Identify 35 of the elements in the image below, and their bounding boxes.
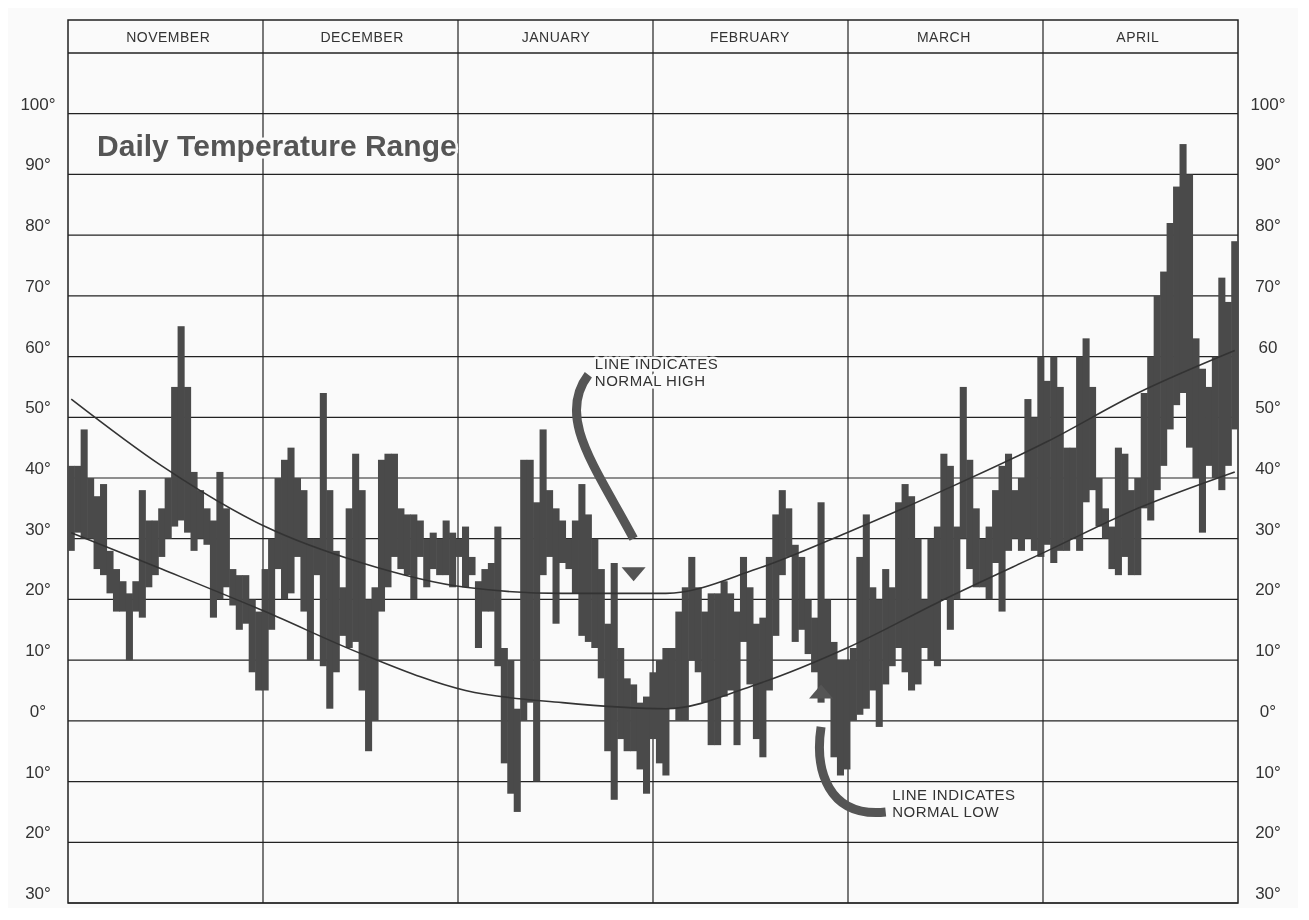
x-tick-label: FEBRUARY [709,28,791,45]
x-tick-label: MARCH [916,28,971,45]
x-tick-label: APRIL [1116,28,1160,45]
y-tick-label: 20° [25,823,51,843]
y-tick-label: 30° [25,884,51,903]
y2-tick-label: 0° [1259,701,1277,721]
y2-tick-label: 50° [1255,398,1281,418]
y-tick-label: 30° [25,519,51,539]
y-tick-label: 70° [25,276,51,296]
y2-tick-label: 40° [1255,459,1281,478]
y-tick-label: 100° [20,94,56,114]
y2-tick-label: 80° [1255,216,1281,236]
y2-tick-label: 90° [1255,155,1281,175]
y2-tick-label: 100° [1250,94,1286,114]
y-tick-label: 90° [25,155,51,175]
y-tick-label: 10° [25,641,51,661]
y-tick-label: 20° [25,580,51,600]
x-tick-label: DECEMBER [320,28,404,45]
y-tick-label: 60° [25,337,51,357]
y2-tick-label: 10° [1255,762,1281,782]
y-tick-label: 10° [25,762,51,782]
x-tick-label: NOVEMBER [126,28,211,45]
annotation: LINE INDICATES NORMAL LOW [892,785,1016,820]
y2-tick-label: 20° [1255,823,1281,843]
y2-tick-label: 70° [1255,276,1281,296]
y2-tick-label: 60 [1258,337,1278,357]
y2-tick-label: 30° [1255,519,1281,539]
y-tick-label: 80° [25,216,51,236]
y2-tick-label: 10° [1255,641,1281,661]
y2-tick-label: 20° [1255,580,1281,600]
y-tick-label: 0° [29,701,47,721]
y2-tick-label: 30° [1255,884,1281,903]
y-tick-label: 50° [25,398,51,418]
y-tick-label: 40° [25,459,51,478]
x-tick-label: JANUARY [521,28,591,45]
